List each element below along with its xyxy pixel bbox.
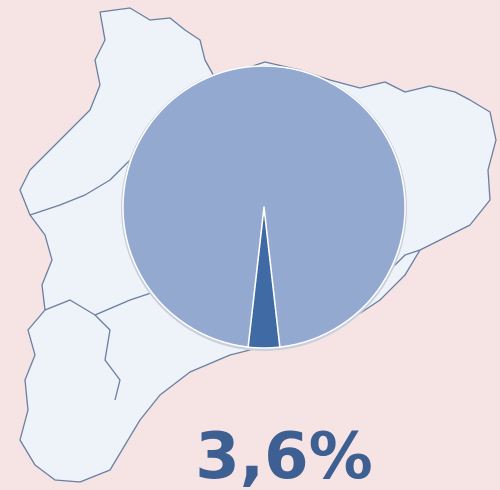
- province-border: [29, 149, 421, 401]
- pie-slice: [122, 65, 406, 348]
- value-label: 3,6%: [195, 420, 373, 490]
- pie: [121, 65, 407, 351]
